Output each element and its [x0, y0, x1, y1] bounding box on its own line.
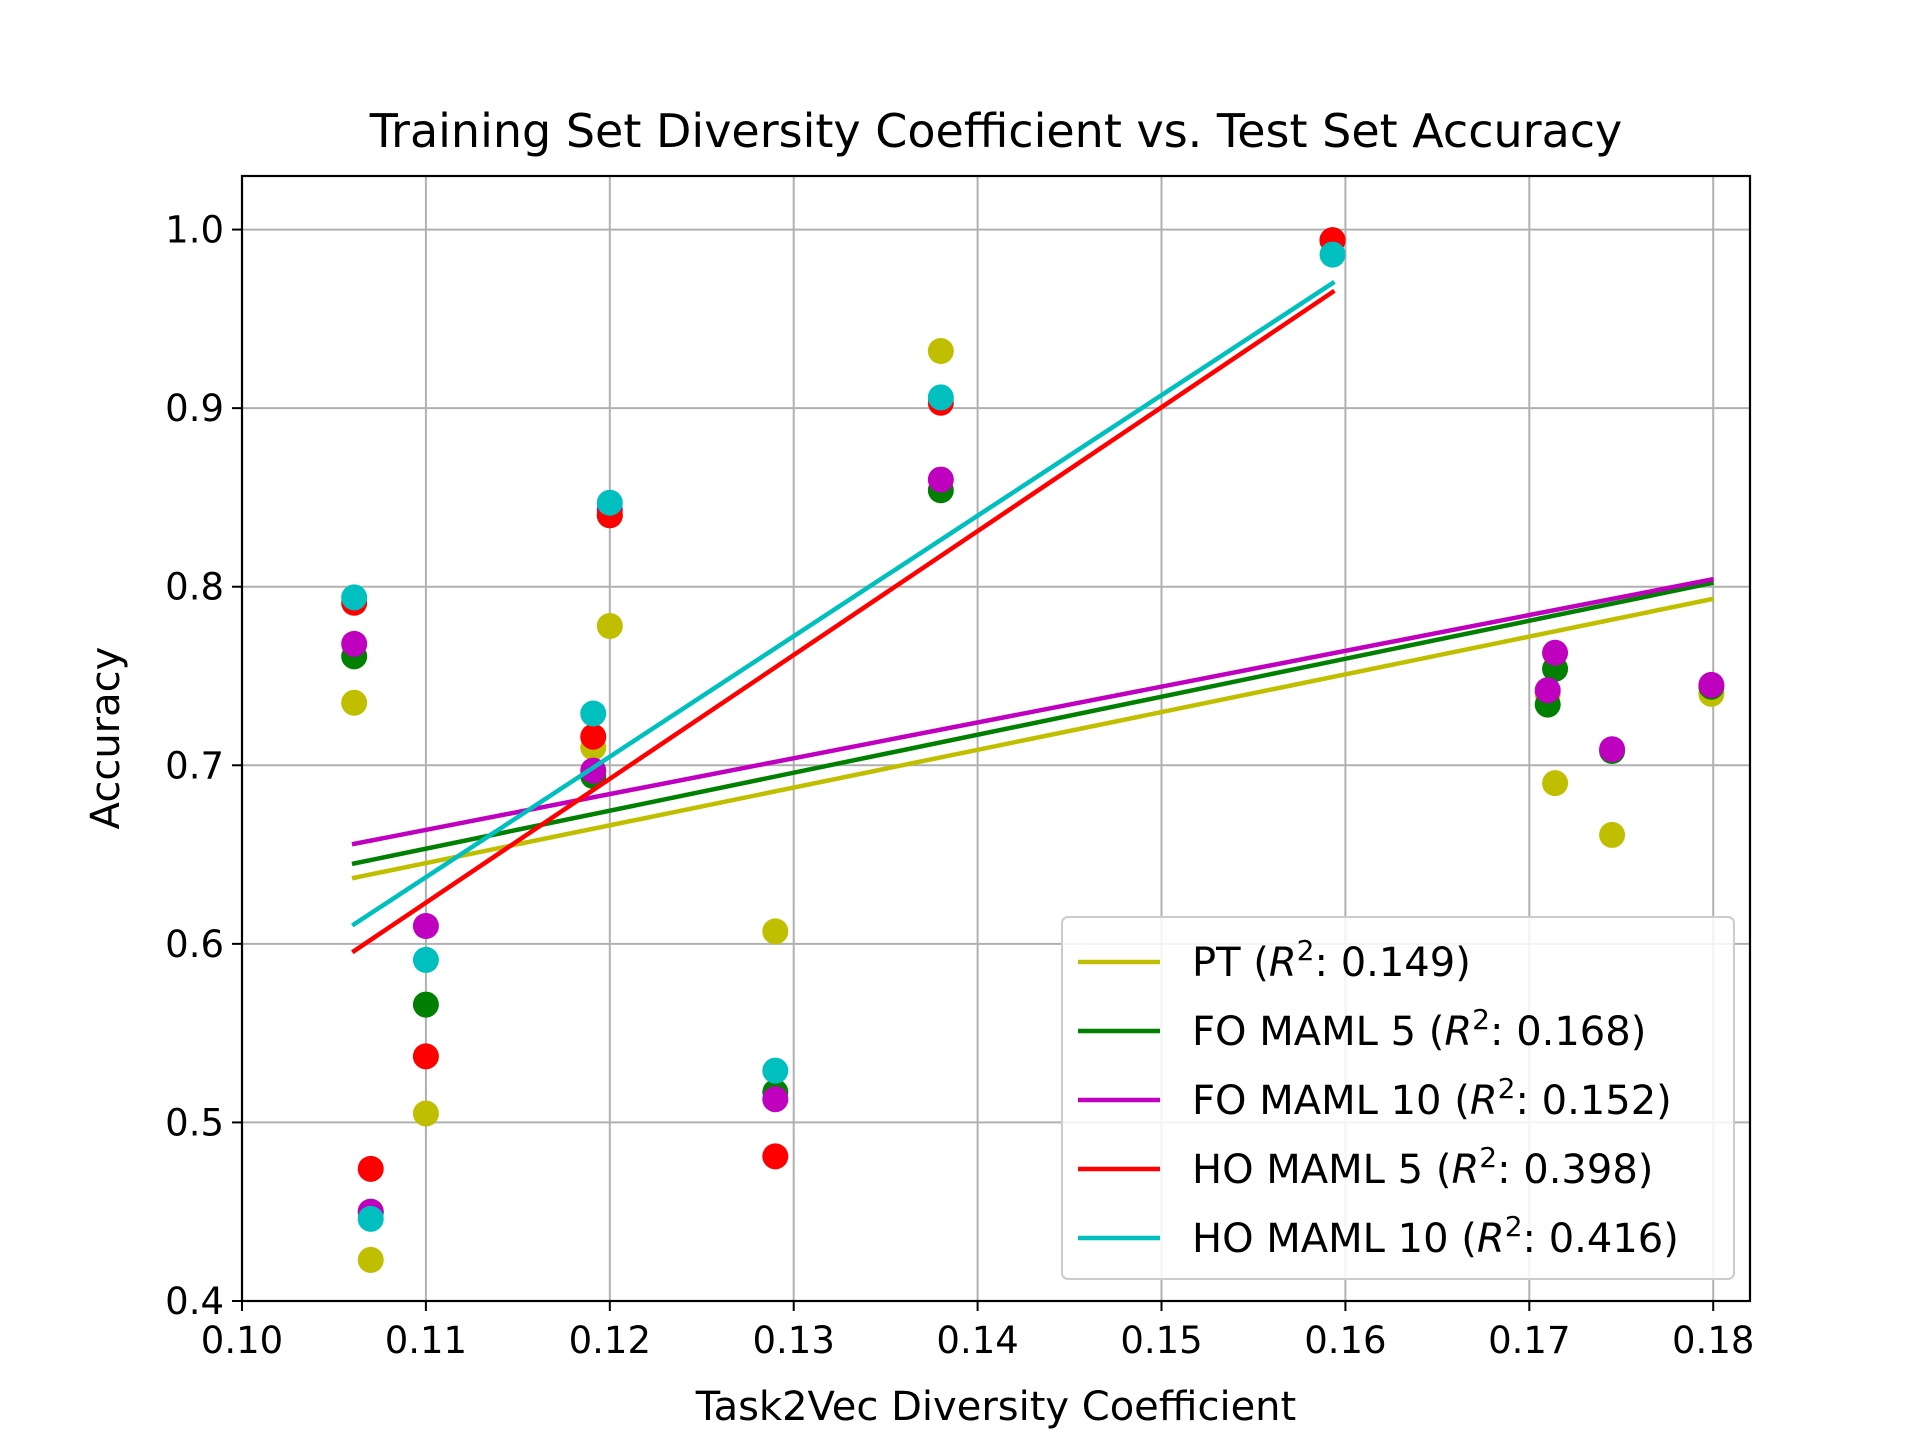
- point-ho-maml-5: [580, 723, 607, 750]
- x-tick-label: 0.17: [1488, 1319, 1570, 1362]
- point-ho-maml-10: [596, 489, 623, 516]
- data-points: [341, 227, 1725, 1273]
- point-fo-maml-10: [762, 1086, 789, 1113]
- fit-line-fo-maml-5: [351, 580, 1715, 867]
- x-tick-label: 0.16: [1304, 1319, 1386, 1362]
- legend-label: FO MAML 5 (: [1192, 1009, 1444, 1055]
- point-pt: [927, 338, 954, 364]
- point-pt: [341, 689, 368, 716]
- point-pt: [596, 613, 623, 639]
- legend-r2: : 0.149): [1315, 940, 1471, 986]
- point-ho-maml-10: [412, 946, 439, 973]
- point-fo-maml-10: [341, 630, 368, 657]
- legend-entry-pt: PT (R2: 0.149): [1192, 934, 1471, 986]
- x-tick-label: 0.13: [753, 1319, 835, 1362]
- point-ho-maml-10: [1319, 241, 1346, 268]
- legend-label: PT (: [1192, 940, 1269, 986]
- legend-label: FO MAML 10 (: [1192, 1078, 1470, 1124]
- point-ho-maml-10: [341, 584, 368, 611]
- x-tick-label: 0.10: [201, 1319, 283, 1362]
- point-ho-maml-10: [762, 1057, 789, 1084]
- legend-r2: : 0.168): [1490, 1009, 1646, 1055]
- fit-line-ho-maml-5: [351, 288, 1336, 955]
- y-tick-label: 0.6: [165, 923, 224, 966]
- y-tick-label: 0.9: [165, 387, 224, 430]
- point-pt: [1599, 821, 1626, 848]
- y-tick-label: 0.8: [165, 566, 224, 609]
- y-axis-label: Accuracy: [83, 647, 129, 830]
- fit-line-ho-maml-10: [351, 280, 1336, 928]
- legend-r2: : 0.398): [1497, 1147, 1653, 1193]
- legend-box: [1061, 916, 1735, 1280]
- chart-title: Training Set Diversity Coefficient vs. T…: [369, 104, 1623, 158]
- point-fo-maml-10: [1534, 677, 1561, 704]
- legend-r2: : 0.416): [1523, 1216, 1679, 1262]
- x-tick-label: 0.11: [385, 1319, 467, 1362]
- legend-entry-fo-maml-10: FO MAML 10 (R2: 0.152): [1192, 1072, 1672, 1124]
- fit-lines: [351, 280, 1715, 955]
- y-tick-label: 0.7: [165, 744, 224, 787]
- x-tick-label: 0.18: [1672, 1319, 1754, 1362]
- point-fo-maml-10: [1599, 736, 1626, 763]
- legend-label: HO MAML 10 (: [1192, 1216, 1477, 1262]
- axis-ticks: 0.10 0.11 0.12 0.13 0.14 0.15 0.16 0.17 0.18 0.4 0…: [165, 209, 1754, 1362]
- point-pt: [762, 918, 789, 945]
- point-fo-maml-10: [927, 466, 954, 493]
- point-fo-maml-10: [1698, 671, 1725, 698]
- point-pt: [357, 1246, 384, 1273]
- legend-entry-ho-maml-10: HO MAML 10 (R2: 0.416): [1192, 1210, 1679, 1262]
- point-fo-maml-5: [412, 991, 439, 1018]
- point-ho-maml-5: [412, 1043, 439, 1070]
- point-pt: [412, 1100, 439, 1127]
- point-fo-maml-10: [412, 913, 439, 939]
- x-axis-label: Task2Vec Diversity Coefficient: [695, 1384, 1296, 1430]
- x-tick-label: 0.12: [569, 1319, 651, 1362]
- legend: PT (R2: 0.149)FO MAML 5 (R2: 0.168)FO MA…: [1061, 916, 1735, 1280]
- legend-label: HO MAML 5 (: [1192, 1147, 1451, 1193]
- plot-frame: [240, 174, 1752, 1303]
- point-ho-maml-5: [357, 1155, 384, 1182]
- point-ho-maml-5: [762, 1143, 789, 1170]
- y-tick-label: 0.5: [165, 1101, 224, 1144]
- x-tick-label: 0.15: [1120, 1319, 1202, 1362]
- y-tick-label: 0.4: [165, 1280, 224, 1323]
- legend-entry-ho-maml-5: HO MAML 5 (R2: 0.398): [1192, 1141, 1653, 1193]
- legend-entry-fo-maml-5: FO MAML 5 (R2: 0.168): [1192, 1003, 1646, 1055]
- point-fo-maml-10: [1542, 639, 1569, 666]
- point-ho-maml-10: [927, 384, 954, 411]
- x-tick-label: 0.14: [936, 1319, 1018, 1362]
- point-ho-maml-10: [580, 700, 607, 727]
- y-tick-label: 1.0: [165, 209, 224, 252]
- legend-r2: : 0.152): [1515, 1078, 1671, 1124]
- point-ho-maml-10: [357, 1205, 384, 1232]
- fit-line-pt: [351, 596, 1715, 881]
- point-pt: [1542, 770, 1569, 797]
